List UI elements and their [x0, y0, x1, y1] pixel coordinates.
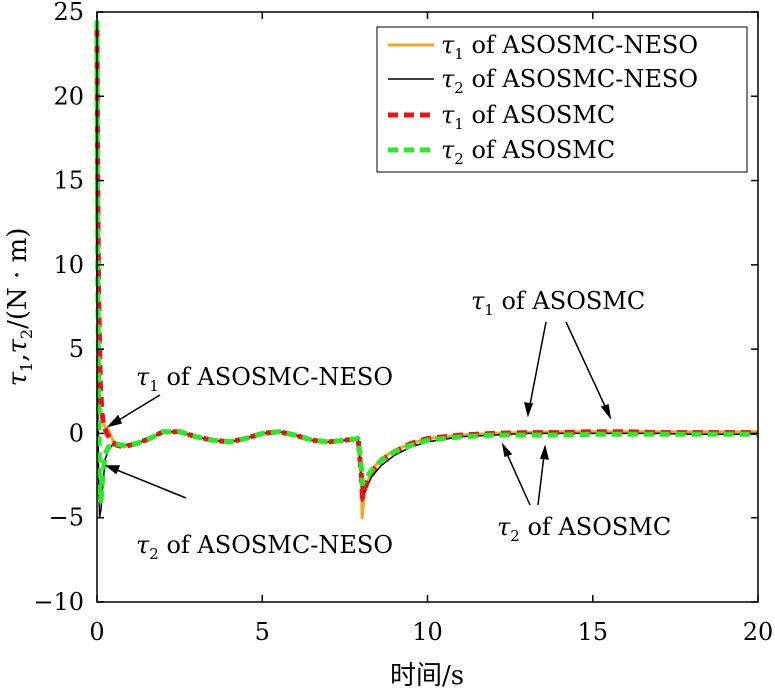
x-tick-label: 15	[577, 618, 608, 646]
x-tick-label: 10	[412, 618, 443, 646]
y-tick-label: 15	[53, 167, 84, 195]
y-tick-label: 10	[53, 251, 84, 279]
arrowhead-tau1-asosmc-b	[600, 404, 612, 420]
arrowhead-tau1-asosmc-neso	[106, 414, 123, 428]
x-axis-label: 时间/s	[390, 661, 464, 691]
legend-entry-tau2-asosmc: τ2 of ASOSMC	[441, 136, 615, 168]
y-tick-label: −5	[49, 504, 84, 532]
arrow-tau1-asosmc-a	[527, 321, 547, 416]
arrowhead-tau2-asosmc-neso	[104, 465, 121, 475]
legend-entry-tau2-asosmc-neso: τ2 of ASOSMC-NESO	[441, 65, 698, 97]
y-tick-label: 25	[53, 0, 84, 26]
annotation-tau1-asosmc: τ1 of ASOSMC	[471, 287, 645, 319]
legend-entry-tau1-asosmc-neso: τ1 of ASOSMC-NESO	[441, 31, 698, 63]
series-line-4	[94, 20, 758, 504]
x-tick-label: 20	[743, 618, 774, 646]
legend-entry-tau1-asosmc: τ1 of ASOSMC	[441, 101, 615, 133]
annotation-tau2-asosmc: τ2 of ASOSMC	[497, 513, 671, 545]
arrowhead-tau2-asosmc-b	[539, 444, 549, 460]
y-tick-label: 5	[69, 335, 84, 363]
arrow-tau2-asosmc-neso	[106, 465, 187, 499]
y-axis-label: τ1,τ2/(N · m)	[3, 228, 36, 387]
series-line-3	[94, 28, 758, 500]
annotations	[104, 321, 612, 506]
x-tick-label: 5	[255, 618, 270, 646]
y-tick-label: 0	[69, 419, 84, 447]
x-tick-label: 0	[89, 618, 104, 646]
legend: τ1 of ASOSMC-NESO τ2 of ASOSMC-NESO τ1 o…	[376, 26, 748, 173]
y-tick-label: 20	[53, 82, 84, 110]
legend-box	[376, 26, 748, 173]
annotation-tau2-asosmc-neso: τ2 of ASOSMC-NESO	[136, 531, 393, 563]
y-tick-label: −10	[33, 588, 84, 616]
series-layer	[94, 20, 758, 520]
arrow-tau1-asosmc-b	[565, 321, 611, 418]
arrowhead-tau1-asosmc-a	[524, 402, 534, 418]
annotation-tau1-asosmc-neso: τ1 of ASOSMC-NESO	[136, 363, 393, 395]
arrowhead-tau2-asosmc-a	[501, 442, 513, 457]
ticks-layer: 0 5 10 15 20 −10 −5 0 5 10 15 20 25	[33, 0, 773, 646]
